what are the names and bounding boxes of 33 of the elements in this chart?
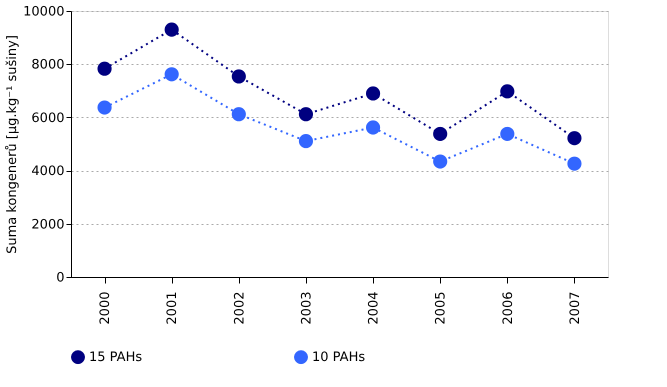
y-tick-label: 0 [56, 270, 64, 286]
y-tick-label: 6000 [31, 110, 64, 126]
x-tick-label: 2007 [568, 292, 583, 325]
point [298, 134, 314, 148]
point [298, 107, 314, 122]
point [366, 86, 380, 101]
point [500, 126, 514, 141]
x-tick-label: 2005 [434, 292, 449, 325]
point [97, 100, 112, 115]
legend-label: 10 PAHs [312, 350, 366, 366]
x-tick-label: 2006 [500, 292, 516, 325]
point [500, 84, 514, 98]
point [164, 22, 179, 37]
x-tick-label: 2002 [232, 292, 248, 325]
x-tick-label: 2001 [165, 292, 180, 325]
y-axis-title: Suma kongenerů [µg.kg⁻¹ sušiny] [4, 35, 20, 254]
y-tick-label: 2000 [31, 217, 64, 232]
point [567, 156, 582, 171]
y-tick-label: 8000 [31, 58, 64, 73]
x-tick-label: 2000 [98, 292, 114, 325]
point [567, 131, 582, 146]
y-tick-label: 10000 [23, 4, 64, 20]
point [433, 126, 448, 141]
point [366, 120, 380, 135]
point [433, 154, 448, 169]
y-tick-label: 4000 [31, 164, 64, 180]
point [232, 69, 246, 84]
legend-label: 15 PAHs [89, 350, 142, 366]
x-tick-label: 2003 [299, 292, 314, 325]
point [97, 62, 112, 76]
x-tick-label: 2004 [366, 292, 382, 325]
point [164, 67, 179, 82]
point [232, 107, 246, 122]
